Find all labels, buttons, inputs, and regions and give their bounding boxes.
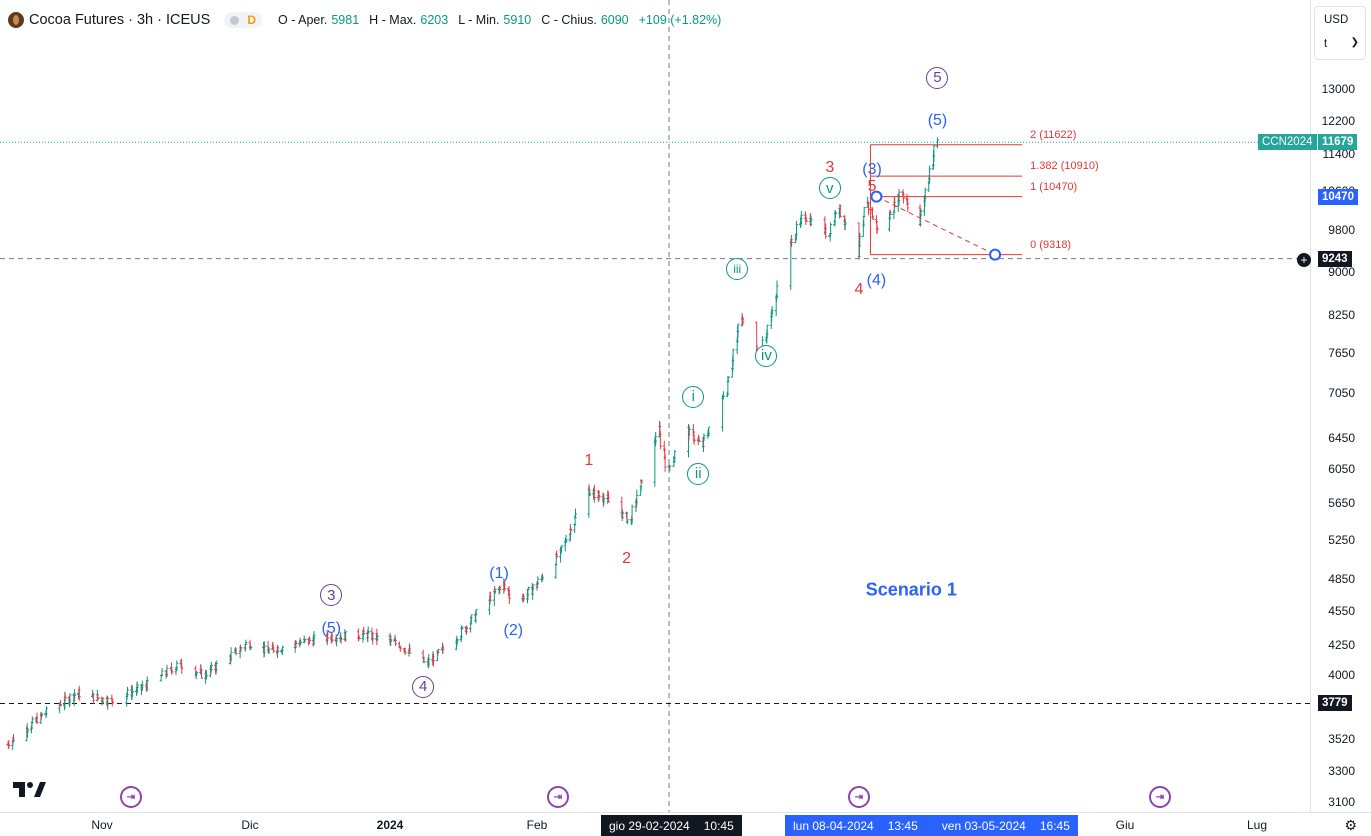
price-tick-label: 5250	[1328, 532, 1355, 547]
price-tick-label: 5650	[1328, 496, 1355, 511]
wave-label-circled: iv	[755, 344, 778, 367]
price-tick-label: 7650	[1328, 345, 1355, 360]
currency-label: USD	[1324, 14, 1349, 26]
ohlc-close-value: 6090	[600, 13, 629, 27]
price-tag: 9243	[1318, 250, 1352, 267]
price-tick-label: 13000	[1321, 82, 1355, 96]
price-tick-label: 3100	[1328, 795, 1355, 809]
range-start-date: lun 08-04-2024	[793, 818, 874, 833]
scenario-annotation: Scenario 1	[865, 579, 957, 600]
fib-anchor-handle	[870, 190, 883, 203]
time-axis[interactable]: ⚙ Nov Dic 2024 Feb Giu Lug gio 29-02-2024 10:45…	[0, 812, 1371, 836]
price-tick-label: 12200	[1321, 113, 1355, 128]
wave-label-circled: v	[818, 177, 841, 200]
wave-label: (5)	[927, 111, 948, 129]
price-tick-label: 4250	[1328, 638, 1355, 653]
time-tick-label: Feb	[526, 818, 548, 832]
price-tick-label: 11400	[1322, 147, 1355, 162]
cocoa-logo-icon	[8, 12, 24, 28]
price-tick-label: 4550	[1328, 604, 1355, 619]
price-tick-label: 4000	[1328, 668, 1355, 683]
range-end-date: ven 03-05-2024	[941, 818, 1026, 833]
fib-level-label: 1.382 (10910)	[1030, 160, 1099, 173]
price-tag: 10470	[1318, 188, 1358, 205]
fib-level-label: 0 (9318)	[1030, 238, 1072, 251]
time-tick-label: 2024	[376, 818, 404, 832]
price-tick-label: 6050	[1328, 462, 1355, 477]
go-to-date-icon[interactable]: ⇥	[120, 786, 142, 808]
fib-trend-line	[876, 196, 996, 256]
time-tick-label: Dic	[241, 818, 259, 832]
go-to-date-icon[interactable]: ⇥	[547, 786, 569, 808]
gear-icon[interactable]: ⚙	[1344, 817, 1357, 833]
price-tick-label: 8250	[1328, 308, 1355, 323]
go-to-date-icon[interactable]: ⇥	[848, 786, 870, 808]
chevron-down-icon: ❯	[1350, 37, 1359, 48]
symbol-title[interactable]: Cocoa Futures · 3h · ICEUS	[29, 12, 211, 28]
wave-label: (4)	[866, 272, 887, 290]
crosshair-date: gio 29-02-2024	[609, 818, 690, 833]
ohlc-legend: O - Aper. 5981 H - Max. 6203 L - Min. 5910 …	[278, 13, 727, 27]
price-tick-label: 9800	[1328, 222, 1355, 237]
price-tick-label: 9000	[1328, 264, 1355, 279]
selection-range-tag: lun 08-04-2024 13:45 ven 03-05-2024 16:45	[785, 815, 1078, 836]
wave-label-circled: 3	[320, 584, 343, 606]
wave-label: (3)	[862, 160, 882, 178]
market-status-pill[interactable]: D	[224, 12, 262, 28]
time-tick-label: Lug	[1246, 818, 1268, 832]
fib-level-label: 1 (10470)	[1030, 180, 1078, 193]
price-tick-label: 7050	[1328, 386, 1355, 401]
wave-label-circled: 5	[926, 66, 949, 89]
market-closed-dot-icon	[230, 15, 240, 25]
ohlc-low-label: L - Min.	[458, 13, 500, 27]
go-to-date-icon[interactable]: ⇥	[1149, 786, 1171, 808]
price-tag: 11679	[1318, 134, 1358, 151]
tradingview-logo-icon[interactable]	[12, 778, 46, 800]
wave-label-circled: 4	[412, 675, 435, 698]
chart-plot-area[interactable]	[0, 0, 1310, 812]
fib-anchor-handle	[989, 248, 1002, 261]
add-alert-plus-icon[interactable]: +	[1297, 253, 1311, 267]
wave-label: (1)	[489, 565, 509, 583]
time-tick-label: Giu	[1115, 818, 1135, 832]
ohlc-open-value: 5981	[331, 13, 360, 27]
fib-level-label: 2 (11622)	[1030, 128, 1077, 141]
price-tag: 3779	[1318, 695, 1352, 712]
time-tick-label: Nov	[91, 818, 113, 832]
price-chart[interactable]	[0, 0, 1310, 812]
wave-label: (2)	[503, 622, 524, 640]
ohlc-close-label: C - Chius.	[541, 13, 597, 27]
ohlc-open-label: O - Aper.	[278, 13, 328, 27]
price-tick-label: 6450	[1328, 430, 1355, 445]
ohlc-high-value: 6203	[420, 13, 449, 27]
wave-label-circled: iii	[726, 258, 749, 281]
unit-label: t	[1324, 38, 1328, 50]
price-tick-label: 3300	[1328, 763, 1355, 778]
crosshair-time-tag: gio 29-02-2024 10:45	[601, 815, 742, 836]
wave-label: 1	[584, 452, 594, 470]
ohlc-low-value: 5910	[503, 13, 532, 27]
price-tick-label: 3520	[1328, 731, 1355, 746]
wave-label: 4	[854, 280, 864, 298]
ohlc-high-label: H - Max.	[369, 13, 417, 27]
chart-header: Cocoa Futures · 3h · ICEUS D O - Aper. 59…	[8, 9, 727, 31]
wave-label-circled: i	[682, 385, 705, 408]
price-tick-label: 4850	[1328, 572, 1355, 587]
wave-label: 5	[867, 177, 877, 195]
wave-label-circled: ii	[687, 462, 710, 485]
wave-label: 3	[825, 158, 835, 176]
currency-unit-selector[interactable]: USD t ❯	[1314, 6, 1366, 60]
wave-label: 2	[622, 550, 632, 568]
symbol-price-tag: CCN2024	[1258, 134, 1317, 151]
range-end-time: 16:45	[1039, 818, 1070, 833]
ohlc-change-value: +109 (+1.82%)	[638, 13, 722, 27]
range-start-time: 13:45	[887, 818, 918, 833]
crosshair-time: 10:45	[703, 818, 734, 833]
data-delayed-badge: D	[247, 13, 256, 27]
wave-label: (5)	[321, 619, 342, 637]
